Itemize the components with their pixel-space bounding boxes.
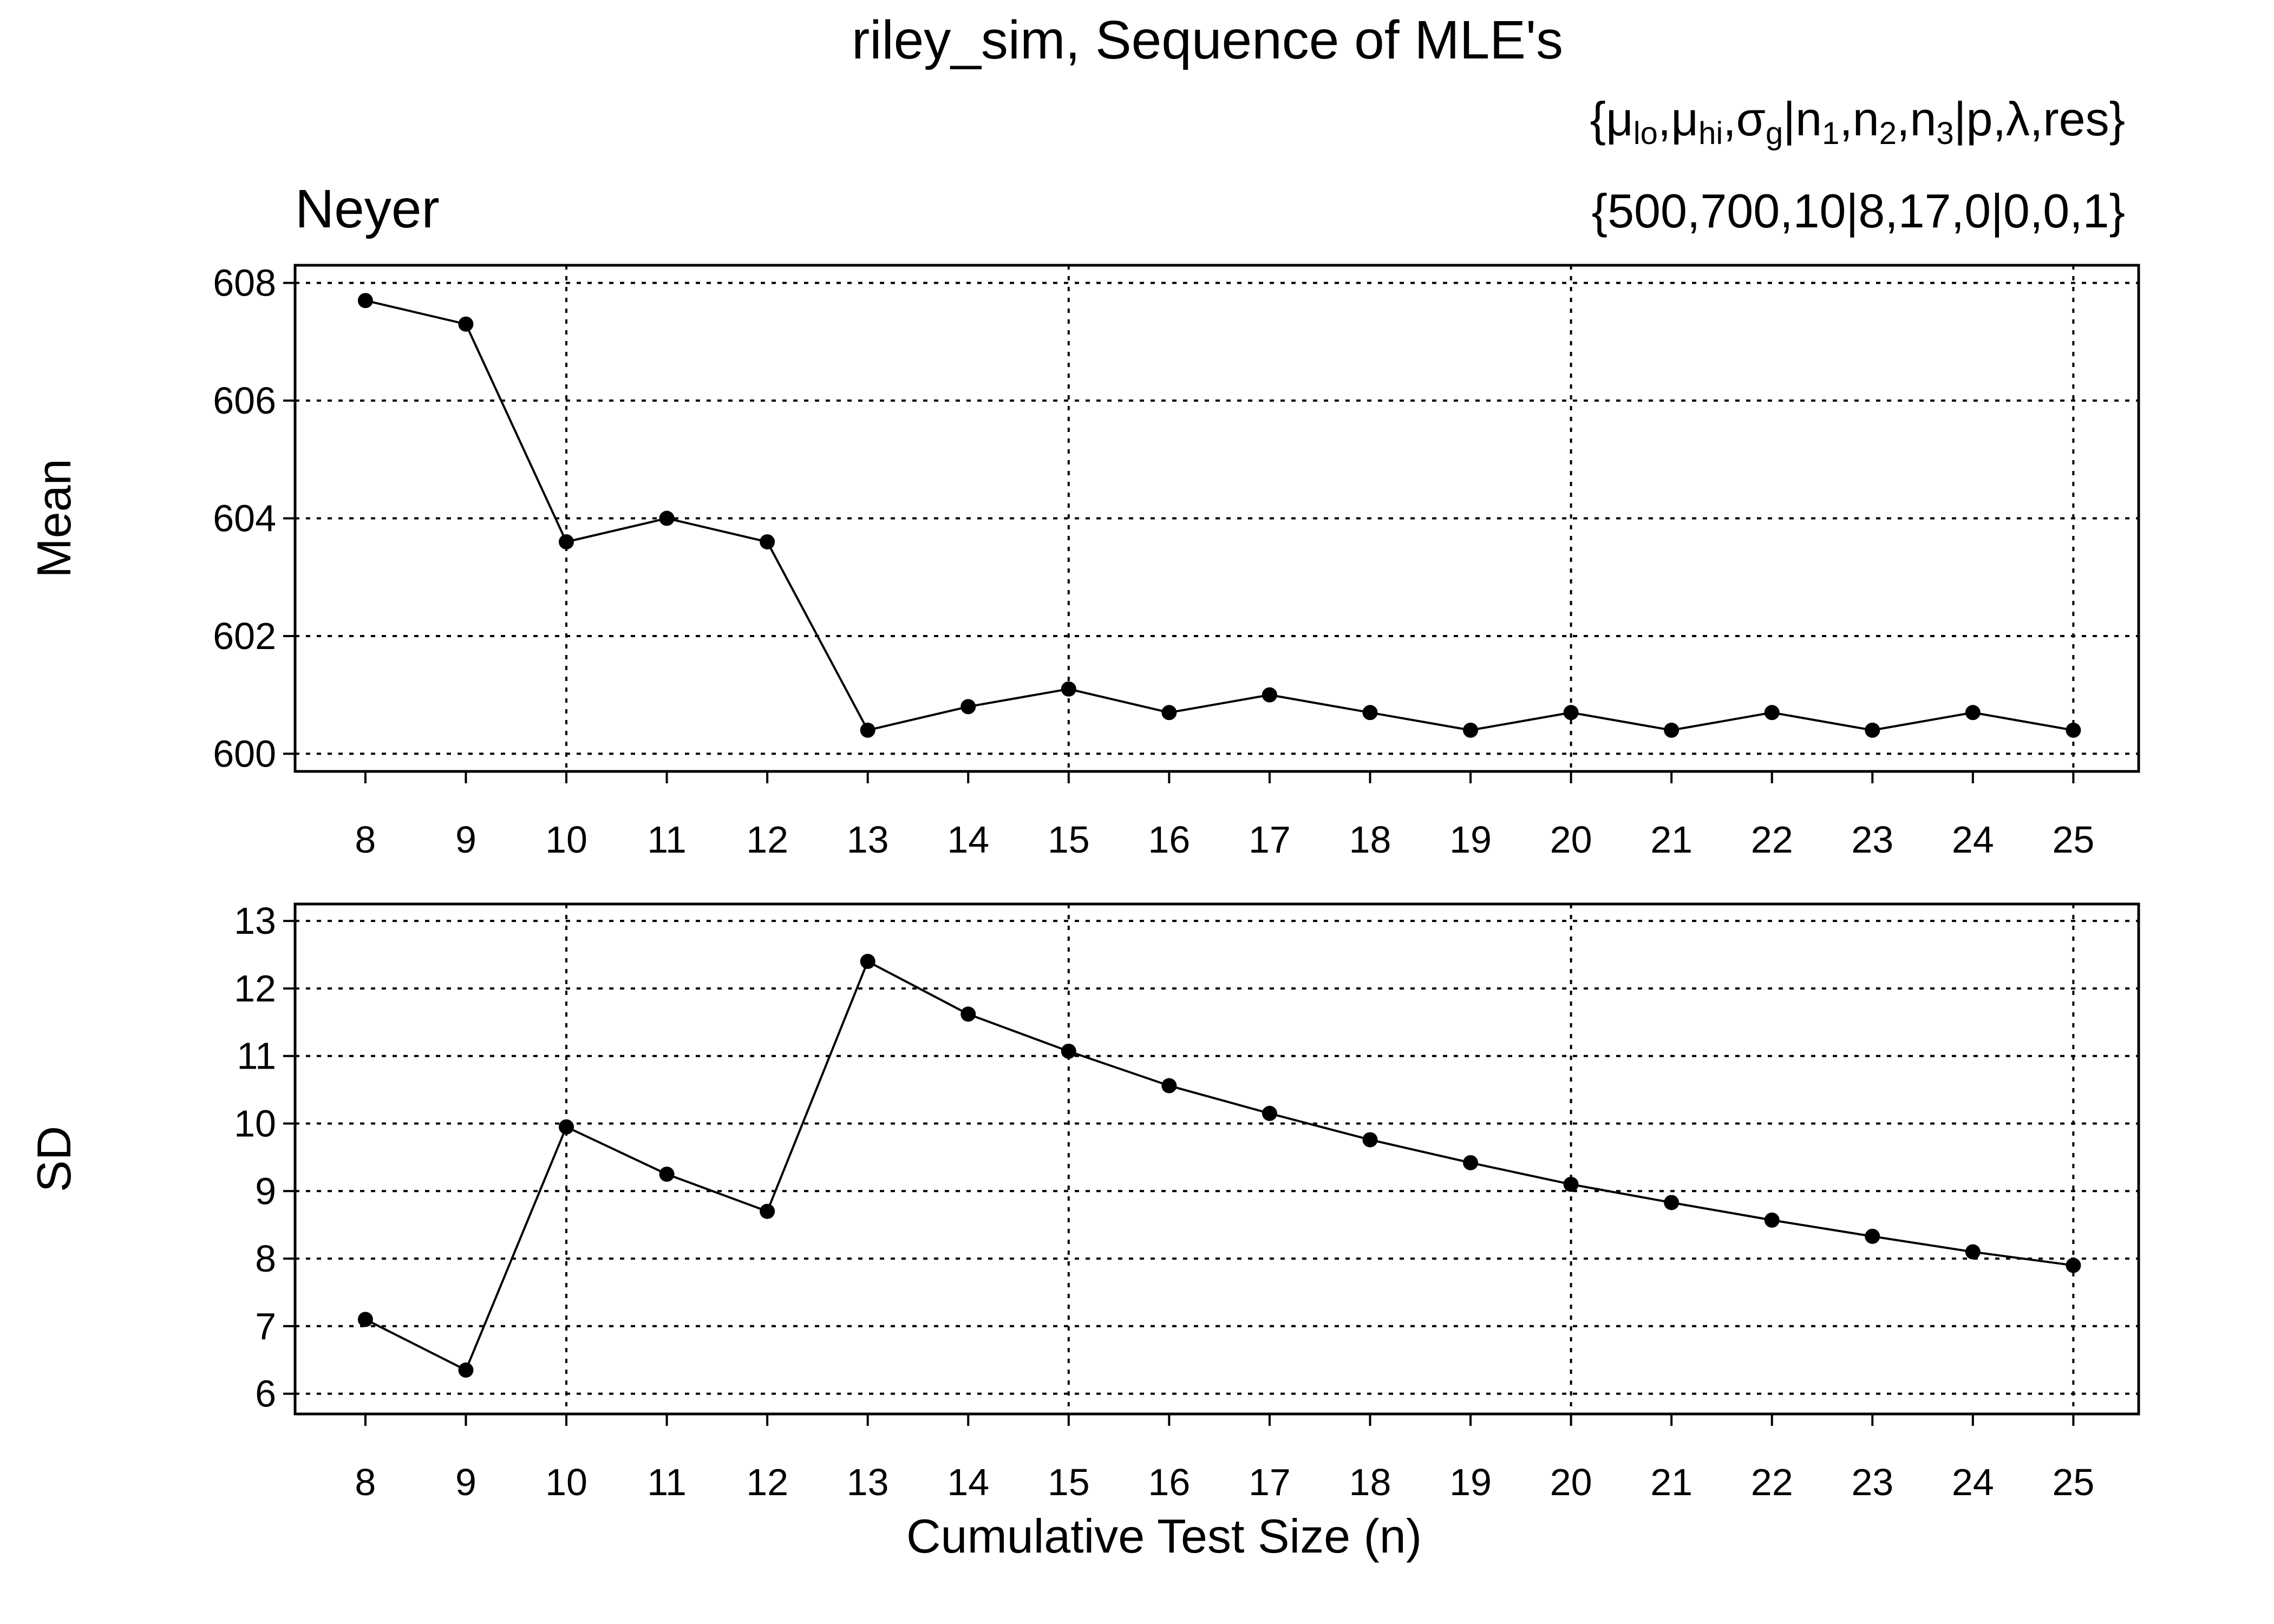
y-tick-label: 13 — [234, 900, 276, 942]
data-point — [1161, 705, 1177, 721]
data-point — [1563, 705, 1579, 721]
y-tick-label: 608 — [213, 262, 276, 304]
data-point — [1764, 705, 1780, 721]
x-tick-label: 19 — [1449, 1461, 1492, 1503]
chart-title: riley_sim, Sequence of MLE's — [852, 10, 1563, 70]
x-tick-label: 16 — [1148, 818, 1190, 861]
mean-panel: 600 602 604 606 608 8 9 10 11 12 13 14 15 16 17 18 19 20 2… — [27, 262, 2140, 861]
data-point — [1463, 722, 1479, 738]
x-tick-label: 10 — [545, 1461, 587, 1503]
x-tick-label: 18 — [1349, 1461, 1391, 1503]
data-point — [1563, 1176, 1579, 1192]
x-tick-label: 13 — [847, 818, 889, 861]
series-line — [364, 960, 2074, 1372]
plot-frame — [293, 264, 2140, 773]
x-tick-label: 9 — [455, 818, 476, 861]
y-tick-label: 12 — [234, 967, 276, 1010]
x-tick-label: 21 — [1650, 1461, 1693, 1503]
x-tick-label: 23 — [1851, 818, 1893, 861]
x-tick-label: 15 — [1048, 1461, 1090, 1503]
sd-panel: 6 7 8 9 10 11 12 13 8 9 10 11 12 13 14 15 16 17 18 19 20 21 22… — [27, 900, 2140, 1503]
x-tick-label: 15 — [1048, 818, 1090, 861]
y-tick-label: 9 — [255, 1170, 276, 1212]
x-tick-label: 9 — [455, 1461, 476, 1503]
x-tick-label: 22 — [1751, 818, 1793, 861]
data-point — [357, 293, 373, 309]
x-tick-label: 22 — [1751, 1461, 1793, 1503]
y-tick-label: 606 — [213, 379, 276, 422]
parameter-header: {μlo,μhi,σg|n1,n2,n3|p,λ,res} — [1590, 92, 2125, 151]
x-tick-label: 16 — [1148, 1461, 1190, 1503]
y-tick-label: 10 — [234, 1102, 276, 1144]
series-line — [365, 299, 2074, 732]
data-point — [2066, 722, 2081, 738]
data-point — [1664, 722, 1680, 738]
data-point — [1463, 1155, 1479, 1170]
x-tick-label: 20 — [1550, 1461, 1592, 1503]
data-point — [960, 699, 976, 715]
data-point — [1362, 705, 1378, 721]
y-tick-label: 7 — [255, 1305, 276, 1347]
data-point — [1262, 687, 1277, 703]
x-tick-label: 20 — [1550, 818, 1592, 861]
data-point — [860, 954, 875, 970]
data-point — [2066, 1258, 2081, 1273]
data-point — [1965, 1244, 1981, 1260]
data-point — [1262, 1105, 1277, 1121]
data-point — [960, 1006, 976, 1022]
x-tick-label: 12 — [746, 818, 788, 861]
y-tick-label: 6 — [255, 1373, 276, 1415]
x-tick-label: 18 — [1349, 818, 1391, 861]
x-tick-label: 11 — [647, 1461, 687, 1503]
data-point — [860, 722, 875, 738]
method-label: Neyer — [295, 179, 440, 239]
data-point — [1362, 1132, 1378, 1148]
data-point — [559, 1119, 574, 1135]
y-tick-label: 602 — [213, 615, 276, 657]
y-tick-label: 11 — [237, 1035, 276, 1077]
y-tick-label: 8 — [255, 1237, 276, 1280]
data-point — [760, 534, 775, 549]
data-point — [760, 1203, 775, 1219]
data-point — [1664, 1195, 1680, 1210]
x-axis-label: Cumulative Test Size (n) — [906, 1509, 1422, 1563]
data-point — [1865, 1228, 1880, 1244]
data-point — [1865, 722, 1880, 738]
y-tick-label: 600 — [213, 732, 276, 775]
x-tick-label: 21 — [1650, 818, 1693, 861]
y-axis-label: SD — [27, 1126, 81, 1192]
data-point — [458, 1362, 474, 1378]
data-point — [559, 534, 574, 549]
y-tick-label: 604 — [213, 497, 276, 540]
x-tick-label: 24 — [1952, 1461, 1994, 1503]
data-point — [357, 1312, 373, 1327]
data-point — [1764, 1212, 1780, 1228]
data-point — [659, 510, 675, 526]
data-point — [458, 316, 474, 332]
data-point — [1061, 1043, 1076, 1059]
x-tick-label: 14 — [947, 818, 989, 861]
x-tick-label: 17 — [1249, 1461, 1291, 1503]
x-tick-label: 24 — [1952, 818, 1994, 861]
x-tick-label: 10 — [545, 818, 587, 861]
data-point — [1061, 681, 1076, 697]
parameter-values: {500,700,10|8,17,0|0,0,1} — [1592, 184, 2125, 238]
x-tick-label: 19 — [1449, 818, 1492, 861]
x-tick-label: 25 — [2052, 1461, 2094, 1503]
data-point — [1161, 1078, 1177, 1093]
y-axis-label: Mean — [27, 459, 81, 578]
data-point — [659, 1167, 675, 1182]
x-tick-label: 25 — [2052, 818, 2094, 861]
x-tick-label: 12 — [746, 1461, 788, 1503]
x-tick-label: 8 — [355, 1461, 376, 1503]
x-tick-label: 8 — [355, 818, 376, 861]
plot-frame — [293, 902, 2140, 1416]
x-tick-label: 14 — [947, 1461, 989, 1503]
x-tick-label: 13 — [847, 1461, 889, 1503]
x-tick-label: 23 — [1851, 1461, 1893, 1503]
x-tick-label: 17 — [1249, 818, 1291, 861]
data-point — [1965, 705, 1981, 721]
x-tick-label: 11 — [647, 818, 687, 861]
